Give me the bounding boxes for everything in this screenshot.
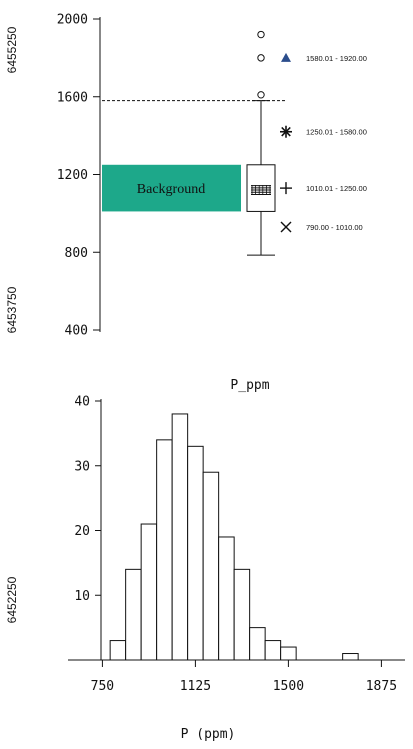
legend-label: 790.00 - 1010.00 [306, 223, 363, 232]
side-label-3: 6452250 [5, 576, 19, 623]
boxplot-marks [102, 30, 287, 256]
background-band-label: Background [137, 182, 205, 197]
histogram-bar [171, 413, 189, 661]
histogram-bar [140, 523, 158, 661]
outlier-point [257, 91, 265, 99]
histogram-y-tick-label: 40 [74, 395, 90, 410]
histogram-panel: 10 20 30 40 750 1125 1500 1875 P (ppm) [68, 395, 405, 742]
legend-label: 1580.01 - 1920.00 [306, 54, 367, 63]
side-label-2: 6453750 [5, 286, 19, 333]
histogram-x-tick-label: 1500 [273, 679, 304, 694]
histogram-x-tick-label: 1875 [366, 679, 397, 694]
boxplot-y-axis: 400 800 1200 1600 2000 [57, 13, 101, 339]
histogram-x-tick-label: 1125 [180, 679, 211, 694]
legend-label: 1250.01 - 1580.00 [306, 128, 367, 137]
boxplot-legend: 1580.01 - 1920.00 1250.01 - 1580.00 1010.0… [280, 52, 367, 233]
legend-x-icon [280, 221, 292, 233]
histogram-bar [202, 471, 220, 661]
histogram-x-tick-label: 750 [91, 679, 114, 694]
histogram-bar [109, 640, 127, 661]
histogram-bar [233, 568, 251, 661]
boxplot-panel: 400 800 1200 1600 2000 Background 1580.01 - … [57, 13, 367, 394]
boxplot-y-tick-label: 400 [65, 324, 88, 339]
outlier-point [257, 30, 265, 39]
outlier-point [257, 54, 265, 62]
legend-label: 1010.01 - 1250.00 [306, 184, 367, 193]
histogram-bar [280, 646, 297, 661]
boxplot-y-tick-label: 1600 [57, 90, 88, 105]
histogram-x-label: P (ppm) [181, 727, 236, 742]
histogram-bar [342, 653, 359, 661]
histogram-bar [264, 640, 282, 661]
histogram-bar [218, 536, 235, 661]
histogram-bar [187, 445, 204, 661]
histogram-bar [156, 439, 173, 661]
legend-triangle-icon [281, 52, 291, 62]
boxplot-y-tick-label: 2000 [57, 13, 88, 28]
histogram-bars [109, 413, 359, 661]
legend-star-icon [281, 126, 291, 137]
boxplot-y-tick-label: 800 [65, 246, 88, 261]
histogram-bar [249, 627, 266, 661]
boxplot-x-label: P_ppm [230, 378, 269, 393]
histogram-y-tick-label: 30 [74, 459, 90, 474]
histogram-y-tick-label: 20 [74, 524, 90, 539]
boxplot-y-tick-label: 1200 [57, 168, 88, 183]
side-label-1: 6455250 [5, 26, 19, 73]
histogram-bar [125, 568, 142, 661]
background-band-rect [102, 164, 241, 212]
background-band: Background [102, 164, 241, 212]
histogram-y-tick-label: 10 [74, 589, 90, 604]
